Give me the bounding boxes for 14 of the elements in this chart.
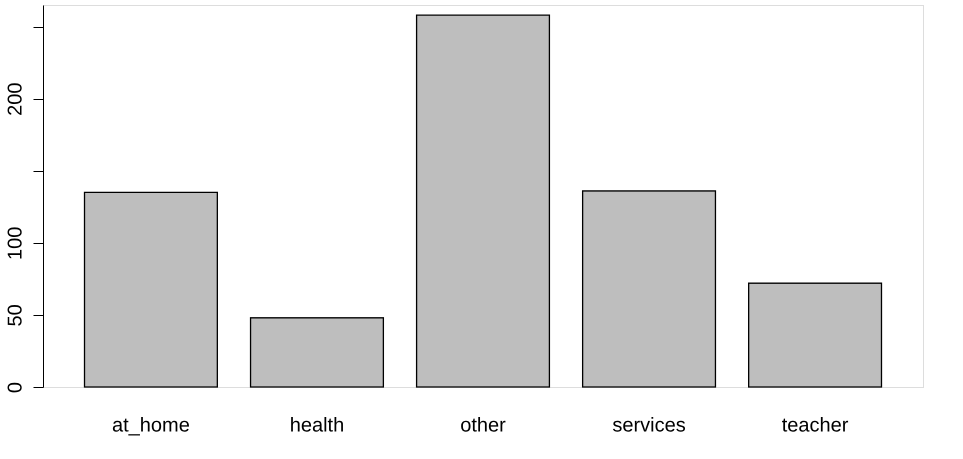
- bar: [84, 192, 218, 388]
- y-tick-label: 50: [4, 304, 26, 327]
- x-tick-label: health: [290, 414, 344, 436]
- x-tick-label: other: [460, 414, 506, 436]
- bar: [416, 14, 550, 388]
- y-tick-label: 0: [4, 382, 26, 394]
- x-tick-label: at_home: [112, 414, 190, 436]
- y-tick-label: 200: [4, 82, 26, 116]
- x-tick-label: teacher: [782, 414, 849, 436]
- x-tick-label: services: [612, 414, 686, 436]
- bar: [582, 190, 716, 388]
- bar: [250, 317, 384, 388]
- y-tick-label: 100: [4, 226, 26, 260]
- bar: [748, 282, 882, 388]
